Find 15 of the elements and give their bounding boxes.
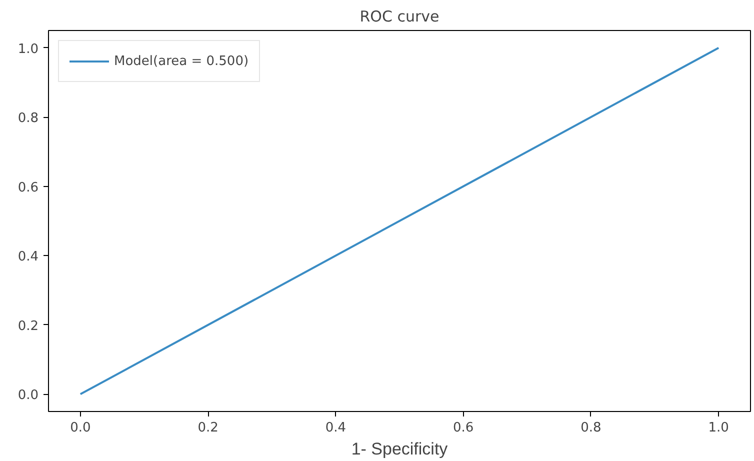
chart-title: ROC curve <box>360 8 440 26</box>
x-tick-label: 0.2 <box>198 420 218 436</box>
y-tick-label: 0.6 <box>18 180 39 196</box>
y-tick-label: 0.4 <box>18 250 39 265</box>
y-tick-label: 0.8 <box>18 111 39 126</box>
x-tick-label: 0.4 <box>325 420 346 436</box>
y-tick-label: 0.0 <box>18 388 39 404</box>
y-tick-label: 1.0 <box>18 42 39 57</box>
legend-label: Model(area = 0.500) <box>114 54 249 68</box>
x-tick-label: 0.8 <box>580 420 602 436</box>
x-tick-label: 0.6 <box>452 420 474 436</box>
y-tick-label: 0.2 <box>18 318 39 334</box>
x-axis-title: 1- Specificity <box>351 440 448 458</box>
x-tick-label: 1.0 <box>708 420 729 436</box>
x-tick-label: 0.0 <box>70 420 91 436</box>
